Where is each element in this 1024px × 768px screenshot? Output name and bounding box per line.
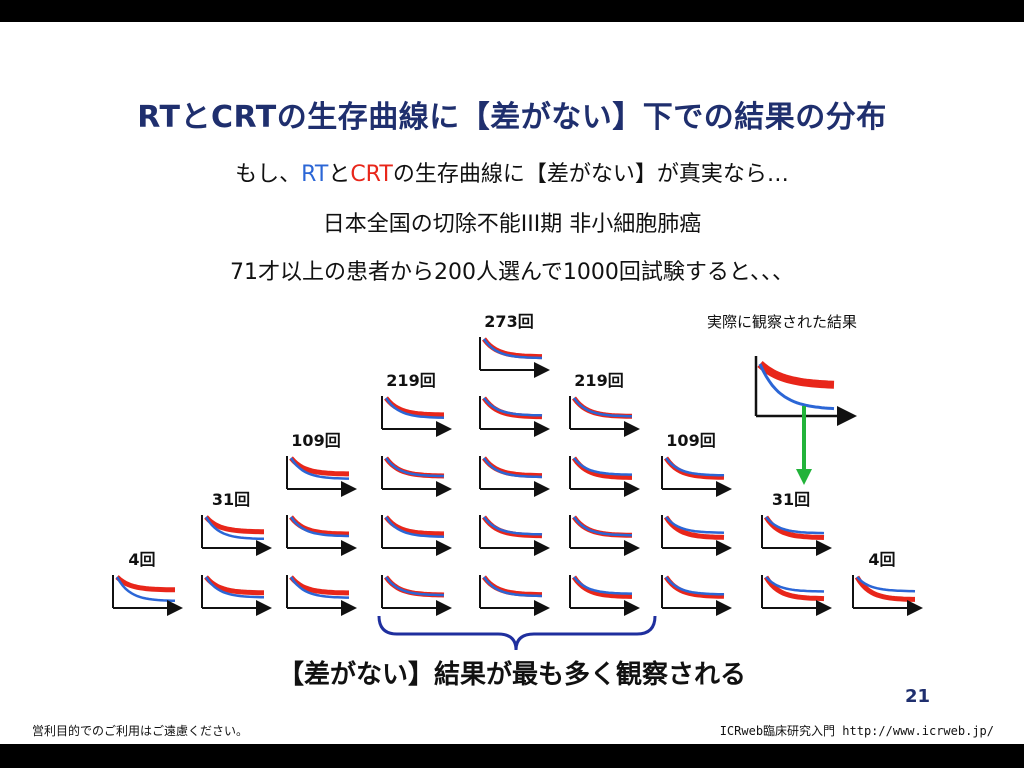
survival-plot [479,456,550,497]
rt-curve [384,397,445,419]
survival-plot [761,575,832,616]
crt-curve [204,575,264,596]
slide-title: RTとCRTの生存曲線に【差がない】下での結果の分布 [137,100,887,135]
survival-plot [569,515,640,556]
rt-curve [204,576,264,599]
survival-plot [286,456,357,497]
crt-curve [204,515,264,535]
crt-curve [289,575,349,596]
rt-curve [665,457,725,477]
subtitle-mid: と [328,162,351,187]
rt-curve [483,397,543,417]
rt-curve [573,457,632,476]
count-label: 219回 [386,371,435,390]
crt-curve [115,575,175,593]
rt-curve [482,576,543,598]
conclusion-text: 【差がない】結果が最も多く観察される [277,660,746,690]
population-line: 日本全国の切除不能III期 非小細胞肺癌 [322,212,702,237]
survival-plot [479,515,550,556]
rt-curve [573,516,632,537]
count-label: 31回 [212,490,250,509]
crt-label: CRT [350,162,393,187]
count-label: 4回 [128,550,155,569]
rt-curve [384,516,445,538]
distribution-diagram: 4回 31回 109回 219回 273回 219回 109回 31回 4回 [112,312,923,651]
survival-plot [852,575,923,616]
survival-plot [569,456,640,497]
rt-curve [482,457,543,479]
survival-plot [381,396,452,437]
survival-plot [381,515,452,556]
survival-plot [286,575,357,616]
rt-curve [758,363,835,411]
count-label: 109回 [291,431,340,450]
count-label: 31回 [772,490,810,509]
crt-curve [763,515,825,540]
rt-curve [856,576,916,593]
rt-curve [204,516,264,541]
rt-curve [765,516,825,535]
rt-label: RT [301,162,329,187]
rt-curve [385,457,445,478]
rt-curve [289,516,349,538]
rt-curve [289,457,349,480]
rt-curve [115,576,176,603]
subtitle-suffix: の生存曲線に【差がない】が真実なら… [392,162,789,187]
survival-plot [201,575,272,616]
observed-result-label: 実際に観察された結果 [707,313,858,331]
subtitle-line: もし、RTとCRTの生存曲線に【差がない】が真実なら… [0,156,1024,188]
survival-plot [661,456,732,497]
survival-plot [569,396,640,437]
survival-plot [479,396,550,437]
count-label: 109回 [666,431,715,450]
brace [377,615,657,651]
survival-plot [286,515,357,556]
survival-plot [479,575,550,616]
rt-curve [765,576,825,593]
crt-curve [757,360,835,389]
survival-plot [661,575,732,616]
footer-disclaimer: 営利目的でのご利用はご遠慮ください。 [32,724,249,738]
survival-plot [761,515,832,556]
survival-plot [661,515,732,556]
count-label: 4回 [868,550,895,569]
rt-curve [665,516,725,534]
survival-plot [569,575,640,616]
rt-curve [665,576,725,596]
count-label: 219回 [574,371,623,390]
rt-curve [289,576,349,599]
crt-curve [663,515,725,540]
rt-curve [573,576,632,595]
crt-curve [763,575,825,602]
survival-plot [112,575,183,616]
rt-curve [483,516,543,536]
subtitle-prefix: もし、 [235,162,302,187]
survival-plot [201,515,272,556]
crt-curve [854,575,915,602]
footer-credit: ICRweb臨床研究入門 http://www.icrweb.jp/ [719,724,994,738]
rt-curve [482,338,543,360]
count-label: 273回 [484,312,533,331]
trial-line: 71才以上の患者から200人選んで1000回試験すると、、、 [230,260,794,285]
crt-curve [289,456,349,477]
rt-curve [573,397,632,418]
survival-plot [381,575,452,616]
slide: RTとCRTの生存曲線に【差がない】下での結果の分布 もし、RTとCRTの生存曲… [0,22,1024,744]
rt-curve [385,576,445,597]
page-number: 21 [905,686,931,707]
survival-plot [479,337,550,378]
survival-plot [381,456,452,497]
